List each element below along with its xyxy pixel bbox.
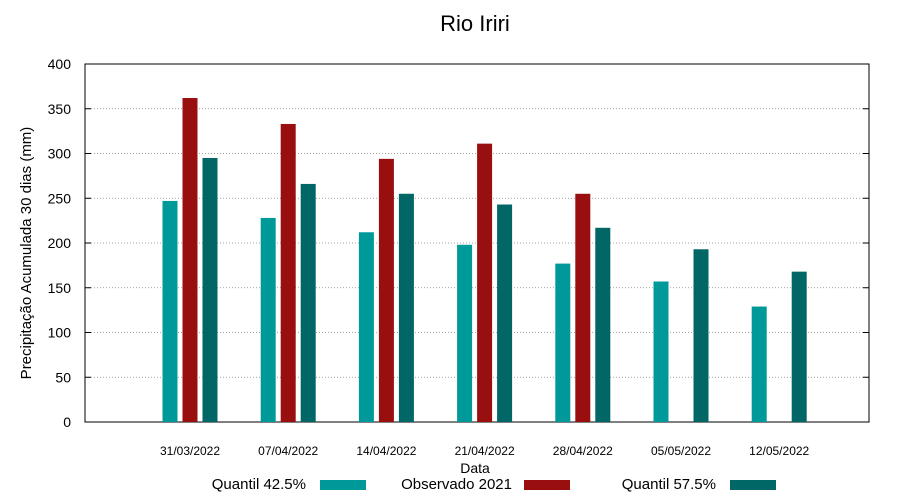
legend-label: Quantil 42.5% xyxy=(212,476,306,493)
y-axis: 0 50 100 150 200 250 300 350 400 xyxy=(48,56,869,430)
bar xyxy=(457,244,473,422)
y-tick-label: 300 xyxy=(48,146,72,162)
y-axis-label: Precipitação Acumulada 30 dias (mm) xyxy=(18,127,35,380)
legend-swatch xyxy=(320,480,366,490)
bar xyxy=(575,193,591,422)
bar xyxy=(791,271,807,422)
bar xyxy=(358,232,374,422)
y-tick-label: 350 xyxy=(48,101,72,117)
bar xyxy=(653,281,669,422)
x-tick-label: 05/05/2022 xyxy=(651,444,711,458)
y-tick-label: 200 xyxy=(48,235,72,251)
x-tick-label: 07/04/2022 xyxy=(258,444,318,458)
x-axis: 31/03/2022 07/04/2022 14/04/2022 21/04/2022… xyxy=(160,444,810,458)
y-tick-label: 100 xyxy=(48,325,72,341)
bar xyxy=(300,183,316,422)
y-tick-label: 50 xyxy=(55,369,71,385)
x-tick-label: 12/05/2022 xyxy=(749,444,809,458)
x-tick-label: 21/04/2022 xyxy=(455,444,515,458)
bar xyxy=(280,123,296,422)
bar xyxy=(378,158,394,422)
x-tick-label: 14/04/2022 xyxy=(356,444,416,458)
x-tick-label: 28/04/2022 xyxy=(553,444,613,458)
bar xyxy=(555,263,571,422)
x-tick-label: 31/03/2022 xyxy=(160,444,220,458)
bar xyxy=(260,217,276,422)
bar xyxy=(595,227,611,422)
legend-swatch xyxy=(524,480,570,490)
bar xyxy=(693,249,709,422)
chart-title: Rio Iriri xyxy=(440,11,510,36)
bar xyxy=(162,200,178,422)
bar xyxy=(182,98,198,422)
legend-swatch xyxy=(730,480,776,490)
bars xyxy=(162,98,807,422)
legend-label: Observado 2021 xyxy=(401,476,512,493)
y-tick-label: 400 xyxy=(48,56,72,72)
legend-label: Quantil 57.5% xyxy=(622,476,716,493)
bar xyxy=(751,306,767,422)
bar xyxy=(202,157,218,422)
y-tick-label: 150 xyxy=(48,280,72,296)
y-tick-label: 0 xyxy=(63,414,71,430)
x-axis-label: Data xyxy=(460,460,490,476)
bar xyxy=(477,143,493,422)
bar xyxy=(398,193,414,422)
bar xyxy=(497,204,513,422)
legend: Quantil 42.5% Observado 2021 Quantil 57.5% xyxy=(212,476,776,493)
y-tick-label: 250 xyxy=(48,190,72,206)
